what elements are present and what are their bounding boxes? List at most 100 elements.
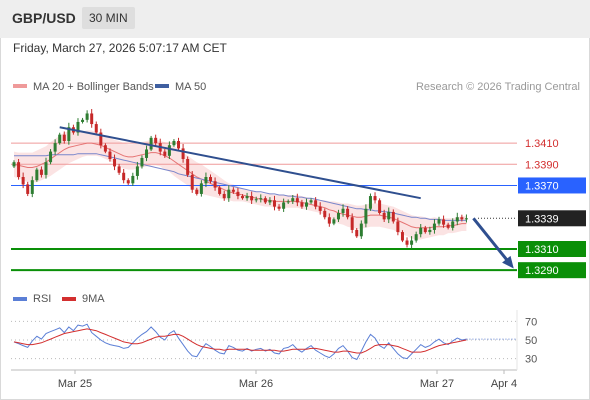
x-tick-label: Mar 25 [58, 378, 92, 390]
candle-body [35, 169, 39, 181]
ma50-line [14, 153, 467, 221]
rsi-ma-legend-label: 9MA [82, 293, 105, 305]
candle-body [163, 151, 167, 156]
candle-body [355, 229, 359, 237]
level-tag-support [518, 241, 586, 257]
rsi-tick-label: 70 [525, 316, 537, 328]
candle-body [286, 201, 290, 203]
candle-body [126, 180, 130, 184]
candle-body [26, 184, 30, 194]
candle-body [259, 198, 263, 200]
ma50-legend-label: MA 50 [175, 81, 206, 93]
level-label-resistance: 1.3410 [525, 138, 559, 150]
candle-body [419, 227, 423, 235]
candle-body [145, 149, 149, 158]
candle-body [368, 196, 372, 209]
candle-body [336, 213, 340, 220]
level-tag-pivot [518, 177, 586, 194]
candle-body [149, 137, 153, 150]
candle-body [213, 181, 217, 188]
candle-body [446, 224, 450, 228]
rsi-legend-label: RSI [33, 293, 51, 305]
candle-body [432, 223, 436, 230]
candle-body [90, 113, 94, 125]
candle-body [378, 200, 382, 213]
candle-body [295, 198, 299, 203]
candle-body [190, 174, 194, 190]
candle-body [186, 159, 190, 175]
last-price-label: 1.3339 [525, 213, 559, 225]
candle-body [231, 189, 235, 192]
candle-body [460, 217, 464, 220]
candle-body [85, 113, 89, 120]
candle-body [12, 162, 16, 167]
candle-body [67, 127, 71, 141]
ma50-legend-swatch [155, 84, 169, 88]
candle-body [442, 219, 446, 225]
forecast-arrow-head [502, 255, 514, 269]
candle-body [122, 172, 126, 181]
resistance-trendline [59, 126, 421, 200]
candle-body [455, 217, 459, 222]
rsi-tick-label: 50 [525, 335, 537, 347]
candle-body [108, 151, 112, 159]
candle-body [227, 189, 231, 199]
candle-body [309, 200, 313, 203]
candle-body [103, 145, 107, 152]
candle-body [236, 191, 240, 197]
candle-body [241, 196, 244, 199]
candle-body [291, 198, 295, 202]
candle-body [204, 177, 208, 184]
level-tag-support [518, 262, 586, 279]
candle-body [245, 196, 249, 199]
candle-body [304, 202, 308, 207]
candle-body [94, 124, 98, 133]
rsi-tick-label: 30 [525, 354, 537, 366]
candle-body [300, 202, 304, 207]
candle-body [254, 199, 258, 201]
candle-body [373, 196, 377, 201]
rsi-legend-swatch [13, 297, 27, 301]
candle-body [410, 240, 414, 245]
candle-body [382, 213, 386, 220]
candle-body [464, 218, 468, 220]
candle-body [400, 232, 404, 241]
candle-body [414, 234, 418, 241]
candle-body [391, 211, 395, 222]
instrument-title: GBP/USD [12, 10, 76, 26]
candle-body [209, 177, 213, 182]
candle-body [350, 217, 354, 230]
candle-body [113, 159, 117, 167]
ma20-legend-swatch [13, 84, 27, 88]
timeframe-button[interactable]: 30 MIN [82, 7, 135, 29]
candle-body [30, 180, 34, 194]
candle-body [451, 221, 455, 228]
level-label-support: 1.3290 [525, 265, 559, 277]
candle-body [277, 206, 281, 209]
forecast-arrow-shaft [472, 217, 512, 265]
bollinger-band-area [14, 130, 467, 240]
rsi-ma-line [13, 328, 467, 354]
chart-header: GBP/USD 30 MIN [0, 0, 590, 38]
candle-body [323, 210, 327, 218]
candle-body [181, 148, 185, 159]
candle-body [39, 169, 43, 175]
candle-body [21, 177, 25, 185]
candle-body [396, 221, 400, 233]
candle-body [17, 162, 21, 177]
candle-body [364, 208, 368, 224]
level-label-resistance: 1.3390 [525, 159, 559, 171]
candle-body [268, 200, 272, 203]
candle-body [250, 196, 254, 201]
x-tick-label: Apr 4 [491, 378, 517, 390]
candle-body [172, 141, 176, 146]
candle-body [263, 198, 267, 203]
level-label-support: 1.3310 [525, 244, 559, 256]
candle-body [62, 134, 66, 141]
candle-body [58, 134, 62, 144]
rsi-ma-legend-swatch [62, 297, 76, 301]
candle-body [314, 200, 318, 207]
candle-body [222, 193, 226, 199]
x-tick-label: Mar 27 [420, 378, 454, 390]
candle-body [167, 145, 171, 156]
